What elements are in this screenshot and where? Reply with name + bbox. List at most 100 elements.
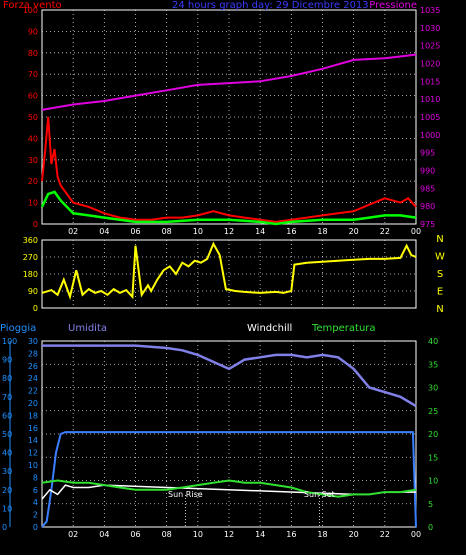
y-tick-label-direction: 270 xyxy=(23,253,38,262)
y-tick-label-wind: 90 xyxy=(28,27,38,36)
y-tick-label-pressure: 1005 xyxy=(420,113,440,122)
y-tick-label-wind: 70 xyxy=(28,70,38,79)
y-tick-label-pressure: 1030 xyxy=(420,24,440,33)
y-tick-label-wind: 50 xyxy=(28,113,38,122)
compass-label: N xyxy=(436,304,443,315)
y-tick-label-direction: 180 xyxy=(23,270,38,279)
wind-direction-series xyxy=(41,241,417,301)
compass-label: W xyxy=(435,252,445,263)
y-tick-label-wind: 100 xyxy=(23,6,38,15)
x-tick-label: 04 xyxy=(99,530,109,539)
compass-label: S xyxy=(437,269,443,280)
y-tick-label-rain: 0 xyxy=(2,523,7,532)
y-tick-label-wind: 60 xyxy=(28,92,38,101)
x-tick-label: 20 xyxy=(349,227,359,236)
y-tick-label-temp-left: 20 xyxy=(28,399,38,408)
y-tick-label-wind: 40 xyxy=(28,134,38,143)
temperature-axis-title: Temperatura xyxy=(311,323,376,334)
y-tick-label-pressure: 980 xyxy=(420,202,435,211)
y-tick-label-pressure: 1015 xyxy=(420,77,440,86)
y-tick-label-pressure: 975 xyxy=(420,220,435,229)
wind-direction-series xyxy=(41,241,417,301)
y-tick-label-temp-left: 24 xyxy=(28,374,38,383)
y-tick-label-rain: 70 xyxy=(2,393,12,402)
x-tick-label: 14 xyxy=(255,530,265,539)
y-tick-label-pressure: 1010 xyxy=(420,95,440,104)
y-tick-label-rain: 90 xyxy=(2,356,12,365)
wind-axis-title: Forza vento xyxy=(3,0,62,11)
y-tick-label-right: 5 xyxy=(428,500,433,509)
chart-title: 24 hours graph day: 29 Dicembre 2013 xyxy=(172,0,369,11)
y-tick-label-right: 0 xyxy=(428,523,433,532)
y-tick-label-rain: 80 xyxy=(2,374,12,383)
x-tick-label: 02 xyxy=(68,530,78,539)
x-tick-label: 08 xyxy=(162,530,172,539)
y-tick-label-rain: 40 xyxy=(2,449,12,458)
y-tick-label-right: 35 xyxy=(428,360,438,369)
wind-pressure-tick-labels: 0 10 20 30 40 50 60 70 80 90 100 975 980 985 990 995 100… xyxy=(23,6,441,236)
wind-gust-series xyxy=(41,116,417,223)
rain-humidity-temperature-tick-labels: 0102030405060708090100024681012141618202… xyxy=(2,337,438,539)
y-tick-label-right: 30 xyxy=(428,384,438,393)
x-tick-label: 18 xyxy=(317,227,327,236)
y-tick-label-pressure: 985 xyxy=(420,184,435,193)
y-tick-label-temp-left: 28 xyxy=(28,349,38,358)
y-tick-label-direction: 0 xyxy=(33,304,38,313)
y-tick-label-rain: 50 xyxy=(2,430,12,439)
rain-axis-title: Pioggia xyxy=(0,323,36,334)
y-tick-label-wind: 80 xyxy=(28,49,38,58)
x-tick-label: 02 xyxy=(68,227,78,236)
rain-humidity-temperature-grid xyxy=(9,341,416,527)
y-tick-label-temp-left: 22 xyxy=(28,387,38,396)
y-tick-label-right: 15 xyxy=(428,453,438,462)
y-tick-label-rain: 10 xyxy=(2,504,12,513)
x-tick-label: 08 xyxy=(162,227,172,236)
y-tick-label-temp-left: 10 xyxy=(28,461,38,470)
x-tick-label: 14 xyxy=(255,227,265,236)
y-tick-label-temp-left: 12 xyxy=(28,449,38,458)
y-tick-label-right: 20 xyxy=(428,430,438,439)
pressure-axis-title: Pressione xyxy=(369,0,417,11)
y-tick-label-temp-left: 4 xyxy=(33,498,38,507)
y-tick-label-wind: 10 xyxy=(28,199,38,208)
x-tick-label: 00 xyxy=(411,227,421,236)
y-tick-label-pressure: 1035 xyxy=(420,6,440,15)
y-tick-label-right: 25 xyxy=(428,407,438,416)
rain-humidity-temperature-chart: Sun Rise Sun Set 010203040506070809010002… xyxy=(0,323,438,539)
y-tick-label-pressure: 995 xyxy=(420,149,435,158)
temperature-series xyxy=(41,479,417,498)
compass-label: E xyxy=(437,287,443,298)
y-tick-label-temp-left: 8 xyxy=(33,473,38,482)
x-tick-label: 16 xyxy=(286,227,296,236)
windchill-axis-title: Windchill xyxy=(247,323,292,334)
wind-pressure-frame xyxy=(41,9,417,225)
x-tick-label: 12 xyxy=(224,530,234,539)
y-tick-label-rain: 20 xyxy=(2,486,12,495)
sun-event-label: Sun Rise xyxy=(168,490,203,499)
pressure-series xyxy=(41,53,417,111)
y-tick-label-rain: 100 xyxy=(2,337,17,346)
y-tick-label-direction: 90 xyxy=(28,287,38,296)
x-tick-label: 18 xyxy=(317,530,327,539)
x-tick-label: 20 xyxy=(349,530,359,539)
x-tick-label: 16 xyxy=(286,530,296,539)
rain-humidity-temperature-series: Sun Rise Sun Set xyxy=(41,344,417,528)
y-tick-label-wind: 0 xyxy=(33,220,38,229)
x-tick-label: 22 xyxy=(380,227,390,236)
wind-pressure-chart: 0 10 20 30 40 50 60 70 80 90 100 975 980 985 990 995 100… xyxy=(3,0,440,236)
y-tick-label-rain: 60 xyxy=(2,411,12,420)
x-tick-label: 06 xyxy=(130,227,140,236)
wind-average-series xyxy=(40,190,417,226)
y-tick-label-temp-left: 18 xyxy=(28,411,38,420)
humidity-axis-title: Umidita xyxy=(68,323,107,334)
y-tick-label-right: 40 xyxy=(428,337,438,346)
x-tick-label: 04 xyxy=(99,227,109,236)
x-tick-label: 06 xyxy=(130,530,140,539)
y-tick-label-temp-left: 2 xyxy=(33,511,38,520)
y-tick-label-wind: 30 xyxy=(28,156,38,165)
y-tick-label-temp-left: 6 xyxy=(33,486,38,495)
y-tick-label-pressure: 990 xyxy=(420,167,435,176)
